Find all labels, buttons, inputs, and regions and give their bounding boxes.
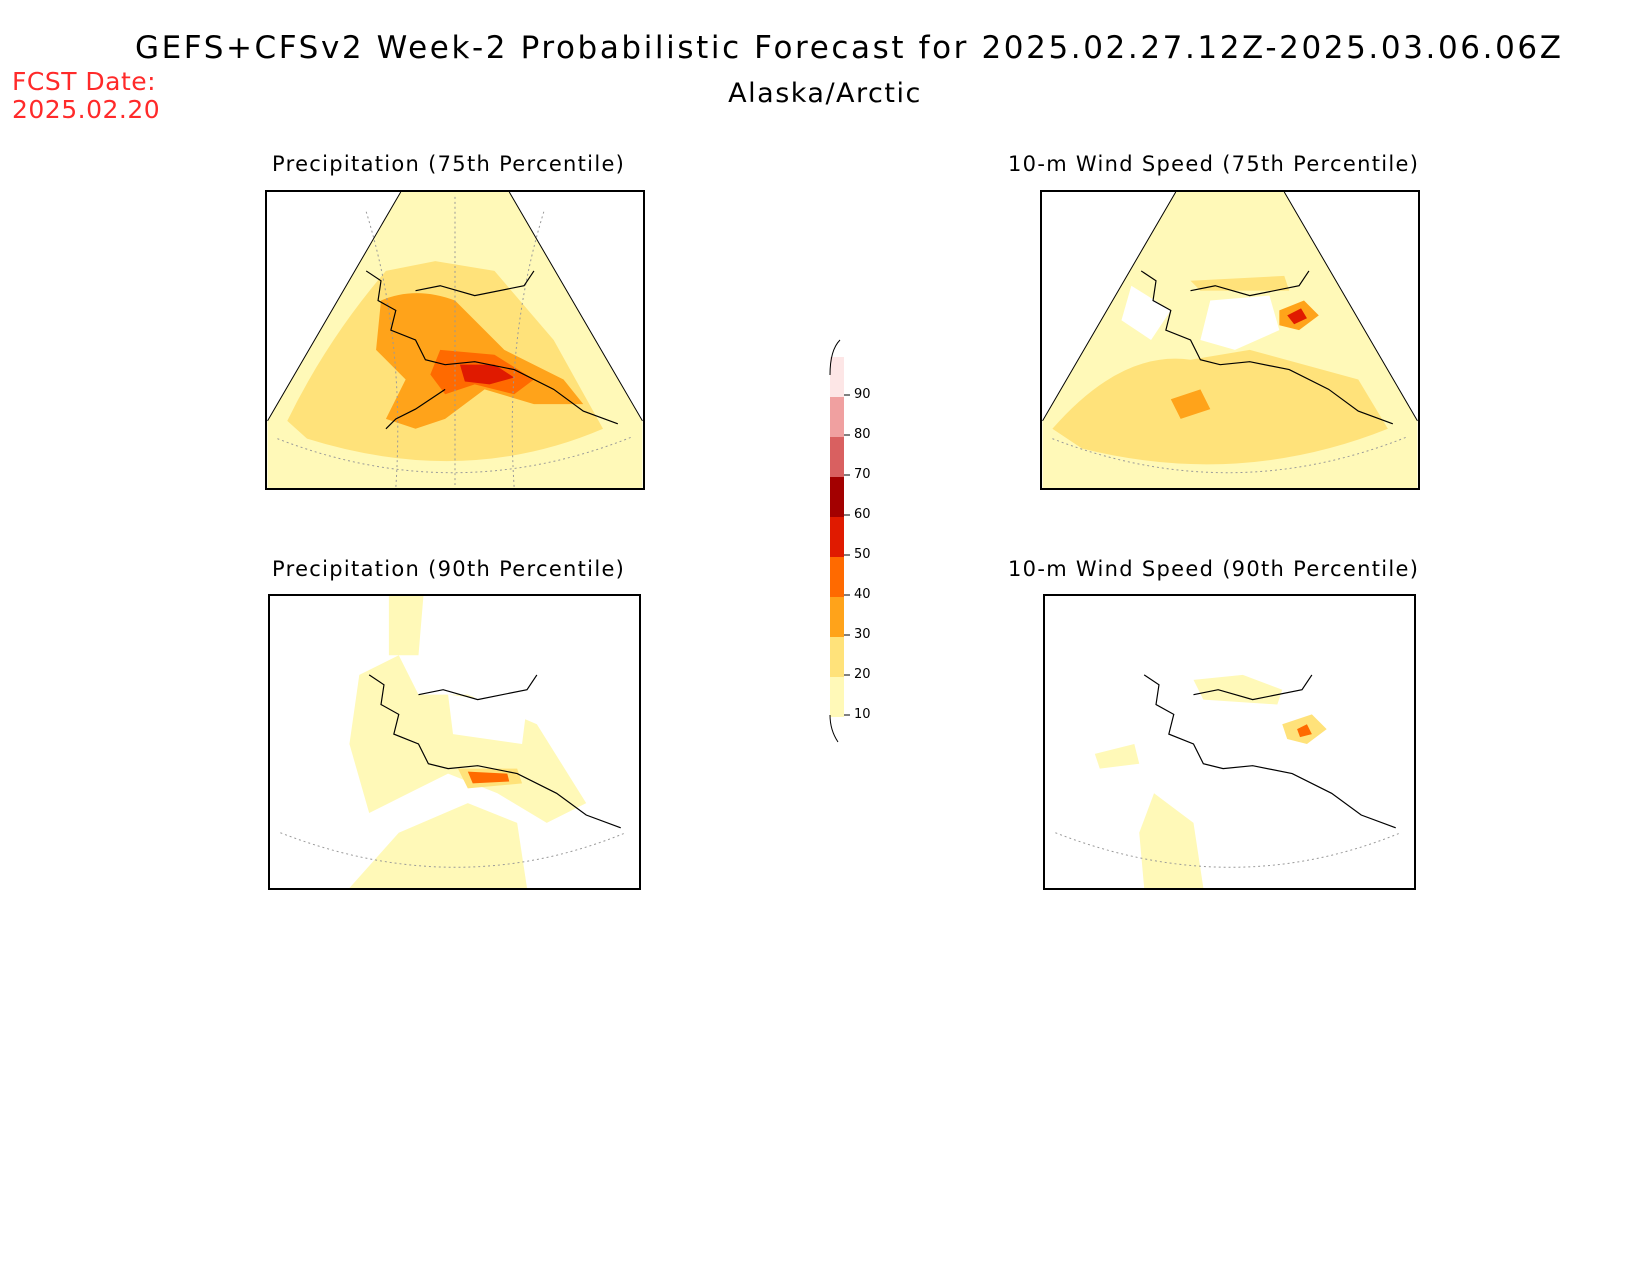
colorbar-tick-label: 70: [854, 467, 871, 482]
map-panel-precip-75: [265, 190, 645, 490]
colorbar-tick-label: 10: [854, 707, 871, 722]
forecast-date-block: FCST Date: 2025.02.20: [12, 68, 160, 124]
colorbar-tick-label: 30: [854, 627, 871, 642]
map-panel-precip-90: [268, 594, 641, 890]
forecast-date-value: 2025.02.20: [12, 95, 161, 124]
colorbar-tick-label: 50: [854, 547, 871, 562]
forecast-date-label: FCST Date:: [12, 67, 157, 96]
colorbar-swatch: [830, 397, 844, 437]
colorbar-swatch: [830, 637, 844, 677]
colorbar-tick-label: 90: [854, 387, 871, 402]
map-panel-wind-90: [1043, 594, 1416, 890]
colorbar-tick-label: 40: [854, 587, 871, 602]
panel-title-precip-75: Precipitation (75th Percentile): [272, 152, 626, 176]
panel-title-wind-90: 10-m Wind Speed (90th Percentile): [1008, 557, 1420, 581]
colorbar-swatch: [830, 477, 844, 517]
figure-title: GEFS+CFSv2 Week-2 Probabilistic Forecast…: [135, 30, 1564, 66]
colorbar-swatch: [830, 357, 844, 397]
colorbar-swatch: [830, 517, 844, 557]
panel-title-precip-90: Precipitation (90th Percentile): [272, 557, 626, 581]
colorbar-swatch: [830, 597, 844, 637]
map-precip-75: [267, 192, 643, 488]
colorbar-tick-label: 80: [854, 427, 871, 442]
panel-title-wind-75: 10-m Wind Speed (75th Percentile): [1008, 152, 1420, 176]
map-precip-90: [280, 596, 626, 888]
map-wind-90: [1055, 674, 1401, 888]
colorbar-tick-label: 60: [854, 507, 871, 522]
colorbar: [829, 339, 850, 743]
colorbar-swatch: [830, 557, 844, 597]
colorbar-tick-label: 20: [854, 667, 871, 682]
map-panel-wind-75: [1040, 190, 1420, 490]
colorbar-swatch: [830, 677, 844, 717]
colorbar-swatch: [830, 437, 844, 477]
figure-subtitle: Alaska/Arctic: [728, 78, 922, 109]
map-wind-75: [1042, 192, 1418, 488]
